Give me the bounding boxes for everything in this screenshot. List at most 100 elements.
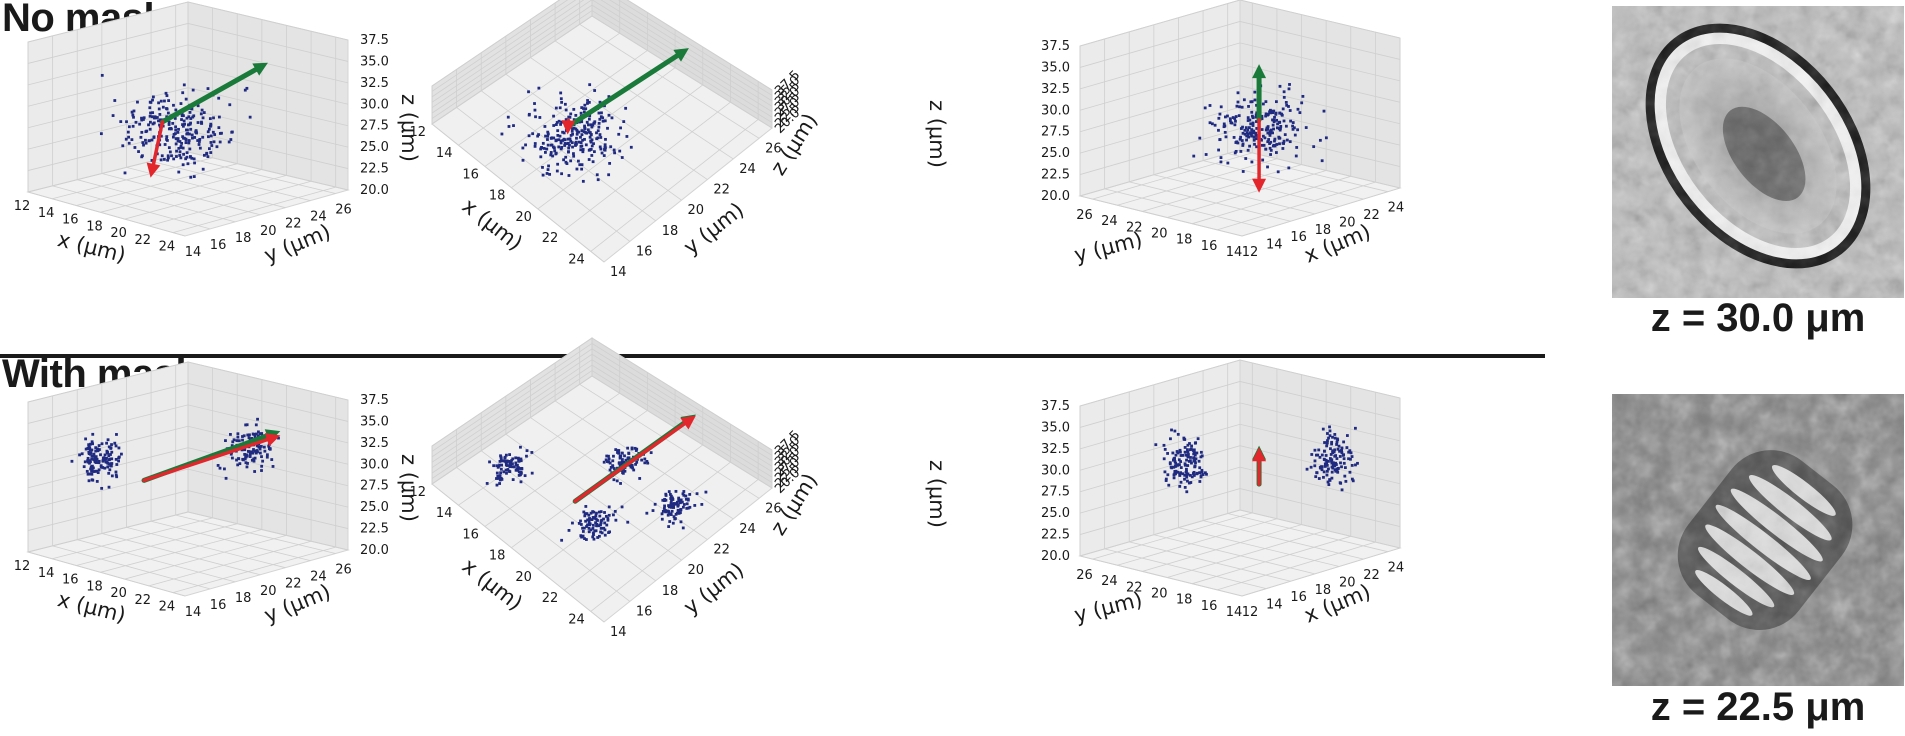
scatter-point xyxy=(523,474,527,478)
scatter-point xyxy=(105,441,108,445)
scatter-point xyxy=(85,469,89,473)
scatter-point xyxy=(119,120,123,124)
scatter-point xyxy=(164,91,168,95)
scatter-point xyxy=(207,135,210,139)
scatter-point xyxy=(614,448,618,452)
scatter-point xyxy=(559,91,563,95)
scatter-point xyxy=(1241,170,1245,173)
scatter-point xyxy=(1181,472,1185,476)
scatter-point xyxy=(620,505,624,509)
scatter-point xyxy=(1321,427,1325,431)
scatter-point xyxy=(586,518,589,522)
scatter-point xyxy=(1245,134,1249,138)
scatter-point xyxy=(107,454,111,458)
scatter-point xyxy=(663,498,666,502)
scatter-point xyxy=(245,423,249,427)
scatter-point xyxy=(594,521,597,525)
scatter-point xyxy=(1183,462,1187,466)
scatter-point xyxy=(99,465,103,469)
scatter-point xyxy=(197,143,201,146)
scatter-point xyxy=(229,452,233,456)
scatter-point xyxy=(1237,114,1241,118)
scatter-point xyxy=(199,112,203,116)
scatter-point xyxy=(546,132,550,136)
scatter-point xyxy=(612,454,615,458)
scatter-point xyxy=(255,432,258,436)
scatter-point xyxy=(152,136,156,139)
scatter-point xyxy=(1190,461,1193,465)
scatter-point xyxy=(1193,453,1197,457)
scatter-point xyxy=(530,471,534,475)
scatter-point xyxy=(606,126,609,130)
scatter-point xyxy=(191,136,194,140)
scatter-point xyxy=(136,100,139,104)
scatter-points xyxy=(1192,83,1328,174)
scatter-point xyxy=(574,127,578,131)
scatter-point xyxy=(599,115,603,119)
x-tick-label: 16 xyxy=(1290,590,1307,605)
scatter-point xyxy=(88,459,92,463)
scatter-point xyxy=(1326,439,1329,443)
scatter-point xyxy=(1322,109,1326,113)
z-tick-label: 25.0 xyxy=(1041,146,1070,161)
scatter-point xyxy=(89,467,93,471)
scatter-point xyxy=(90,454,94,458)
scatter-point xyxy=(588,517,591,520)
scatter-point xyxy=(598,117,602,121)
y-tick-label: 18 xyxy=(235,231,252,246)
y-tick-label: 14 xyxy=(185,605,202,620)
scatter-point xyxy=(176,137,180,140)
scatter-point xyxy=(596,129,600,133)
scatter-point xyxy=(575,132,579,136)
scatter-point xyxy=(277,436,280,440)
y-tick-label: 16 xyxy=(636,244,653,259)
scatter-point xyxy=(560,100,564,104)
scatter-point xyxy=(160,154,164,158)
scatter-point xyxy=(559,147,563,151)
scatter-point xyxy=(685,502,689,506)
scatter-point xyxy=(198,146,202,150)
scatter-point xyxy=(653,502,657,506)
scatter-point xyxy=(587,117,591,121)
scatter-point xyxy=(580,163,584,167)
scatter-point xyxy=(130,110,134,114)
scatter-point xyxy=(1260,117,1264,121)
scatter-point xyxy=(188,155,192,159)
scatter-point xyxy=(503,456,507,460)
scatter-point xyxy=(615,479,619,483)
scatter-point xyxy=(200,108,204,112)
scatter-point xyxy=(110,443,113,446)
x-tick-label: 18 xyxy=(1315,223,1332,238)
scatter-point xyxy=(1330,470,1334,474)
scatter-point xyxy=(1205,472,1208,476)
scatter-point xyxy=(581,526,584,530)
x-tick-label: 24 xyxy=(568,612,585,627)
scatter-point xyxy=(144,130,148,134)
x-tick-label: 14 xyxy=(38,206,55,221)
scatter-point xyxy=(519,471,523,475)
scatter-point xyxy=(514,468,518,472)
scatter-point xyxy=(243,448,247,452)
scatter-point xyxy=(223,467,226,471)
scatter-point xyxy=(86,456,90,460)
scatter-point xyxy=(546,143,550,147)
scatter-point xyxy=(167,146,171,150)
scatter-point xyxy=(549,143,553,147)
scatter-point xyxy=(230,130,234,134)
scatter-point xyxy=(556,129,560,133)
scatter-point xyxy=(562,131,566,135)
scatter-point xyxy=(252,457,256,461)
scatter-point xyxy=(1241,142,1245,146)
scatter-point xyxy=(1281,107,1285,111)
vector-red xyxy=(1252,118,1267,193)
scatter-point xyxy=(117,446,121,450)
scatter-point xyxy=(1251,131,1255,135)
z-tick-label: 27.5 xyxy=(360,479,389,494)
scatter-point xyxy=(1275,118,1279,122)
scatter-point xyxy=(593,89,597,92)
scatter-point xyxy=(1287,166,1291,170)
scatter-point xyxy=(1266,140,1270,144)
scatter-point xyxy=(606,517,610,520)
scatter-point xyxy=(675,500,679,504)
scatter-point xyxy=(101,459,105,463)
